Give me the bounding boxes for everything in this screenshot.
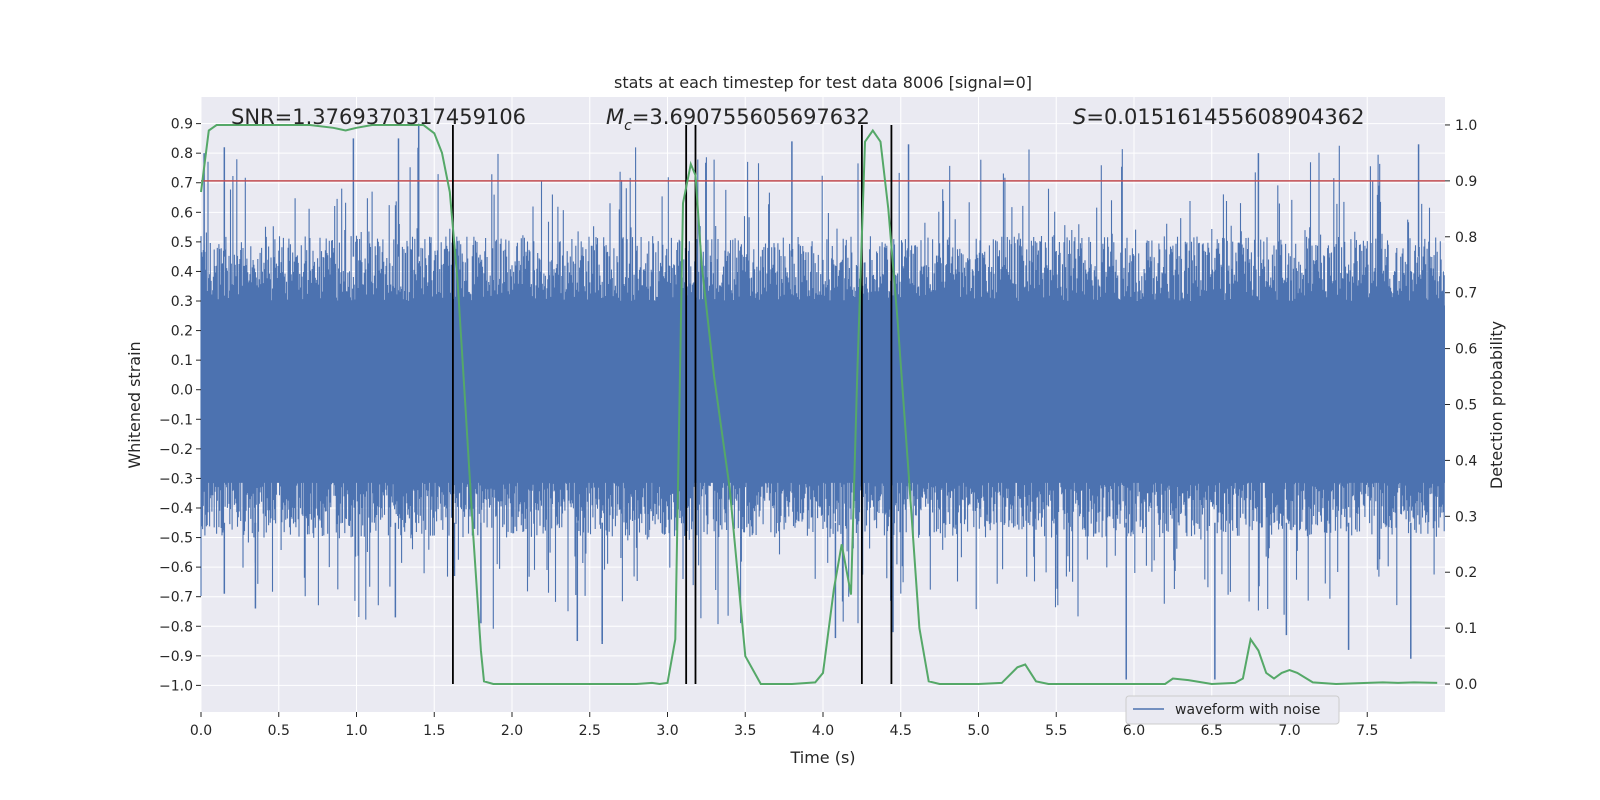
y-right-tick-label: 0.6 xyxy=(1455,342,1477,358)
y-left-tick-label: −0.8 xyxy=(159,619,193,635)
y-right-tick-label: 0.0 xyxy=(1455,677,1477,693)
y-left-tick-label: 0.9 xyxy=(171,117,193,133)
y-right-tick-label: 0.2 xyxy=(1455,565,1477,581)
x-tick-label: 7.5 xyxy=(1356,723,1378,739)
x-tick-label: 0.5 xyxy=(268,723,290,739)
y-left-tick-label: 0.0 xyxy=(171,383,193,399)
chirp-mass-symbol: M xyxy=(606,105,624,129)
legend-entry-waveform: waveform with noise xyxy=(1175,702,1320,718)
y-right-tick-label: 0.5 xyxy=(1455,398,1477,414)
snr-annotation: SNR=1.3769370317459106 xyxy=(231,105,526,129)
y-right-tick-label: 0.8 xyxy=(1455,230,1477,246)
chart-title: stats at each timestep for test data 800… xyxy=(614,73,1032,92)
y-left-tick-label: −0.6 xyxy=(159,560,193,576)
x-tick-label: 3.5 xyxy=(734,723,756,739)
x-tick-label: 7.0 xyxy=(1278,723,1300,739)
x-tick-label: 0.0 xyxy=(190,723,212,739)
y-axis-right-label: Detection probability xyxy=(1487,321,1506,489)
x-tick-label: 1.5 xyxy=(423,723,445,739)
y-right-tick-label: 0.1 xyxy=(1455,621,1477,637)
y-right-tick-label: 1.0 xyxy=(1455,118,1477,134)
y-left-tick-label: 0.1 xyxy=(171,353,193,369)
y-axis-left-label: Whitened strain xyxy=(125,341,144,468)
s-value: =0.015161455608904362 xyxy=(1086,105,1364,129)
probability-line xyxy=(200,124,1438,686)
axes: 0.0 0.5 1.0 1.5 2.0 2.5 3.0 3.5 4.0 4.5 5.0 5.5 6.0 6… xyxy=(159,117,1477,739)
chirp-mass-value: =3.690755605697632 xyxy=(632,105,870,129)
s-symbol: S xyxy=(1073,105,1086,129)
y-left-tick-label: −0.1 xyxy=(159,412,193,428)
y-right-tick-label: 0.4 xyxy=(1455,453,1477,469)
chirp-mass-subscript: c xyxy=(624,118,632,134)
x-tick-label: 2.5 xyxy=(579,723,601,739)
y-left-tick-label: −0.5 xyxy=(159,531,193,547)
x-tick-label: 5.5 xyxy=(1045,723,1067,739)
x-tick-label: 6.5 xyxy=(1201,723,1223,739)
legend: waveform with noise xyxy=(1125,695,1340,725)
y-left-tick-label: −0.2 xyxy=(159,442,193,458)
x-axis-label: Time (s) xyxy=(789,748,855,767)
y-left-tick-label: 0.8 xyxy=(171,146,193,162)
y-left-tick-label: −0.9 xyxy=(159,649,193,665)
y-left-tick-label: 0.5 xyxy=(171,235,193,251)
waveform-series xyxy=(200,123,1445,680)
y-right-tick-label: 0.7 xyxy=(1455,286,1477,302)
x-tick-label: 6.0 xyxy=(1123,723,1145,739)
y-left-tick-label: −0.3 xyxy=(159,471,193,487)
x-tick-label: 4.0 xyxy=(812,723,834,739)
y-left-tick-label: −0.7 xyxy=(159,590,193,606)
y-right-tick-label: 0.3 xyxy=(1455,509,1477,525)
x-tick-label: 1.0 xyxy=(345,723,367,739)
y-left-tick-label: 0.4 xyxy=(171,264,193,280)
x-tick-label: 4.5 xyxy=(890,723,912,739)
legend-box xyxy=(1125,695,1340,725)
y-left-tick-label: 0.3 xyxy=(171,294,193,310)
y-left-tick-label: 0.6 xyxy=(171,205,193,221)
y-right-tick-label: 0.9 xyxy=(1455,174,1477,190)
x-tick-label: 5.0 xyxy=(967,723,989,739)
probability-series xyxy=(200,124,1438,686)
x-tick-label: 3.0 xyxy=(656,723,678,739)
y-left-tick-label: 0.7 xyxy=(171,176,193,192)
s-annotation: S=0.015161455608904362 xyxy=(1073,105,1364,129)
chirp-mass-annotation: Mc=3.690755605697632 xyxy=(606,105,870,134)
y-left-tick-label: 0.2 xyxy=(171,324,193,340)
y-left-tick-label: −1.0 xyxy=(159,678,193,694)
y-left-tick-label: −0.4 xyxy=(159,501,193,517)
x-tick-label: 2.0 xyxy=(501,723,523,739)
